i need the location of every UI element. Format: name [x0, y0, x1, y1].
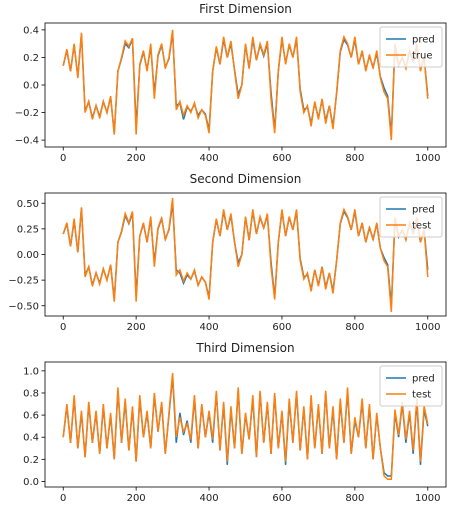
legend-box [379, 196, 443, 238]
x-tick-label: 400 [199, 322, 218, 333]
y-tick-label: −0.25 [8, 276, 39, 287]
y-tick-label: 0.8 [23, 388, 39, 399]
legend-label: test [412, 221, 431, 232]
x-tick-label: 0 [60, 153, 66, 164]
x-tick-label: 200 [127, 322, 146, 333]
legend-box [379, 365, 443, 407]
axes-frame [44, 22, 447, 148]
y-tick-label: 0.2 [23, 455, 39, 466]
y-tick-label: −0.2 [15, 108, 39, 119]
x-tick-label: 200 [127, 493, 146, 504]
legend-label: true [412, 51, 433, 62]
y-tick-label: 0.0 [23, 81, 39, 92]
x-tick-label: 800 [345, 322, 364, 333]
y-tick-label: 0.4 [23, 25, 39, 36]
legend-label: test [412, 390, 431, 401]
x-tick-label: 800 [345, 153, 364, 164]
subplot-title: Second Dimension [190, 172, 302, 186]
x-tick-label: 600 [272, 153, 291, 164]
x-tick-label: 400 [199, 493, 218, 504]
y-tick-label: 0.50 [17, 199, 39, 210]
x-tick-label: 1000 [415, 322, 440, 333]
y-tick-label: 0.0 [23, 477, 39, 488]
x-tick-label: 200 [127, 153, 146, 164]
x-tick-label: 800 [345, 493, 364, 504]
y-tick-label: 0.00 [17, 250, 39, 261]
legend-box [379, 26, 443, 68]
y-tick-label: 0.6 [23, 411, 39, 422]
subplot: Second Dimension −0.50 −0.25 0.00 0.25 0.50 0 2… [8, 172, 447, 333]
x-tick-label: 1000 [415, 153, 440, 164]
legend-label: pred [412, 205, 435, 216]
y-tick-label: 0.2 [23, 53, 39, 64]
axes-frame [44, 361, 447, 488]
y-tick-label: −0.50 [8, 301, 39, 312]
y-tick-label: 1.0 [23, 366, 39, 377]
y-tick-label: 0.4 [23, 433, 39, 444]
line-series [62, 198, 429, 312]
y-tick-label: 0.25 [17, 224, 39, 235]
x-tick-label: 0 [60, 322, 66, 333]
subplot: First Dimension −0.4 −0.2 0.0 0.2 0.4 0 200 400 6… [15, 2, 447, 164]
line-series [62, 372, 429, 481]
y-tick-label: −0.4 [15, 136, 39, 147]
x-tick-label: 0 [60, 493, 66, 504]
subplot-title: First Dimension [199, 2, 292, 16]
x-tick-label: 600 [272, 322, 291, 333]
x-tick-label: 600 [272, 493, 291, 504]
x-tick-label: 1000 [415, 493, 440, 504]
line-series [62, 29, 429, 141]
legend-label: pred [412, 35, 435, 46]
axes-frame [44, 192, 447, 317]
x-tick-label: 400 [199, 153, 218, 164]
subplot: Third Dimension 0.0 0.2 0.4 0.6 0.8 1.0 0 200 400… [23, 341, 447, 504]
legend-label: pred [412, 374, 435, 385]
subplot-title: Third Dimension [195, 341, 294, 355]
